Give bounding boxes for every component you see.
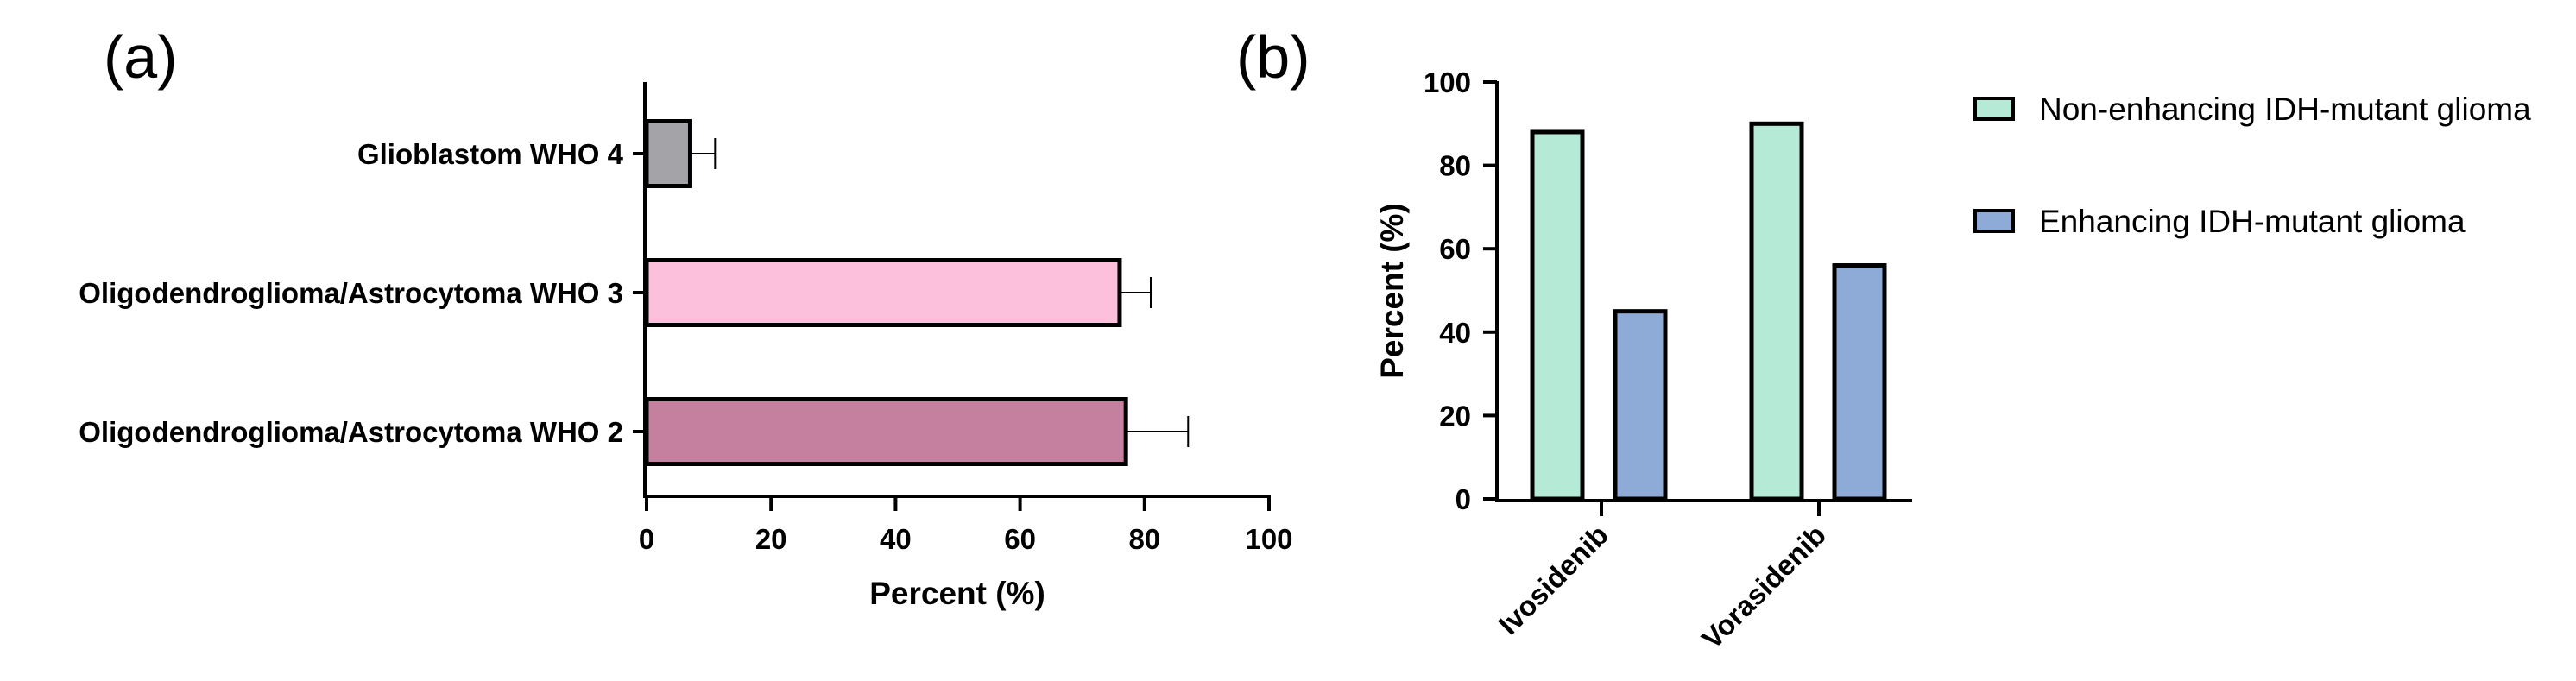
- panel-b-legend-swatch: [1973, 209, 2015, 233]
- panel-a-category-label: Oligodendroglioma/Astrocytoma WHO 3: [79, 277, 623, 309]
- panel-a-x-ticks: 0 20 40 60 80 100: [639, 496, 1293, 555]
- panel-a-bars: [644, 119, 1190, 466]
- panel-b-chart: (b) 0 20 40 60 80 100 Ivosidenib Vorasidenib P…: [1236, 23, 2531, 655]
- panel-b-axes: [1495, 81, 1912, 502]
- panel-b-y-tick-label: 0: [1455, 483, 1471, 515]
- panel-a-label: (a): [104, 23, 178, 91]
- panel-b-legend-label: Enhancing IDH-mutant glioma: [2039, 204, 2466, 239]
- panel-b-bar: [1749, 121, 1804, 501]
- panel-b-y-ticks: 0 20 40 60 80 100: [1424, 66, 1497, 515]
- panel-a-category-label: Glioblastom WHO 4: [357, 138, 624, 170]
- panel-b-label: (b): [1236, 23, 1310, 91]
- panel-a-x-tick-label: 40: [880, 523, 912, 555]
- panel-b-y-axis-title: Percent (%): [1374, 203, 1410, 379]
- panel-a-category-labels: Glioblastom WHO 4 Oligodendroglioma/Astro…: [79, 138, 645, 448]
- panel-a-category-label: Oligodendroglioma/Astrocytoma WHO 2: [79, 416, 623, 448]
- panel-a-bar: [644, 119, 692, 188]
- panel-b-category-label: Vorasidenib: [1695, 519, 1832, 655]
- panel-a-x-tick-label: 60: [1004, 523, 1036, 555]
- panel-b-y-tick-label: 20: [1439, 400, 1471, 432]
- panel-a-x-tick-label: 100: [1245, 523, 1292, 555]
- panel-b-bar: [1530, 129, 1585, 501]
- panel-b-y-tick-label: 80: [1439, 150, 1471, 182]
- panel-a-x-axis-title: Percent (%): [869, 576, 1045, 611]
- panel-b-bars: [1530, 121, 1887, 501]
- panel-a-bar: [644, 258, 1122, 327]
- panel-a-x-tick-label: 80: [1128, 523, 1160, 555]
- panel-b-y-tick-label: 60: [1439, 233, 1471, 265]
- panel-b-y-tick-label: 100: [1424, 66, 1471, 98]
- panel-b-legend: Non-enhancing IDH-mutant glioma Enhancing…: [1973, 91, 2531, 239]
- panel-b-y-tick-label: 40: [1439, 317, 1471, 349]
- panel-b-legend-label: Non-enhancing IDH-mutant glioma: [2039, 91, 2531, 127]
- panel-b-bar: [1613, 309, 1668, 501]
- panel-b-bar: [1832, 263, 1887, 501]
- panel-a-x-tick-label: 0: [639, 523, 654, 555]
- panel-a-x-tick-label: 20: [755, 523, 787, 555]
- panel-b-category-label: Ivosidenib: [1492, 519, 1614, 641]
- panel-b-category-labels: Ivosidenib Vorasidenib: [1492, 501, 1832, 655]
- panel-b-legend-swatch: [1973, 97, 2015, 121]
- panel-a-chart: (a) 0 20 40 60 80 100 Glioblastom WHO 4 Oligod…: [79, 23, 1292, 611]
- panel-a-axes: [643, 82, 1271, 498]
- panel-a-bar: [644, 397, 1128, 466]
